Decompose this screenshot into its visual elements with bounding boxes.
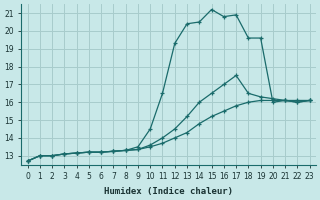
X-axis label: Humidex (Indice chaleur): Humidex (Indice chaleur) bbox=[104, 187, 233, 196]
